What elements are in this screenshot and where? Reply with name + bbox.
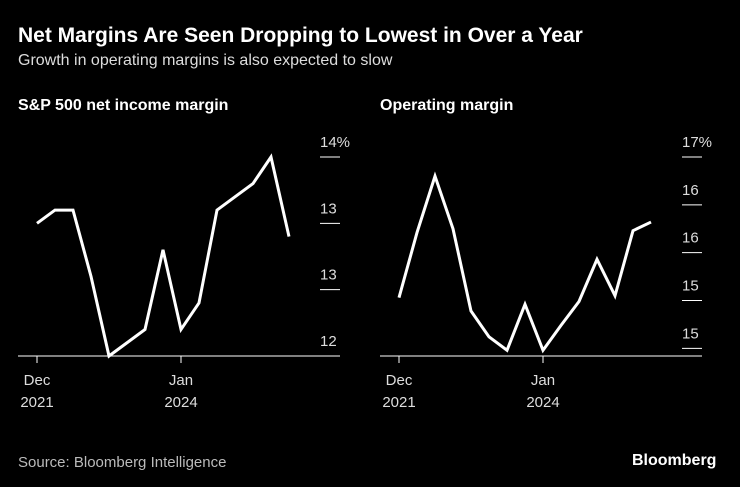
y-tick-label: 16 [682,230,699,247]
source: Source: Bloomberg Intelligence [18,454,227,471]
y-tick-label: 13 [320,200,337,217]
x-tick-label: Dec 2021 [382,372,416,411]
chart-title: Operating margin [380,97,514,114]
line [36,153,291,359]
title: Net Margins Are Seen Dropping to Lowest … [18,24,583,47]
subtitle: Growth in operating margins is also expe… [18,52,393,69]
y-tick-label: 15 [682,325,699,342]
y-tick-label: 12 [320,333,337,350]
y-tick-label: 14% [320,134,350,151]
chart-title: S&P 500 net income margin [18,97,229,114]
x-tick-label: Jan 2024 [526,372,560,411]
line [397,171,652,354]
x-tick-label: Jan 2024 [164,372,198,411]
y-tick-label: 15 [682,278,699,295]
y-tick-label: 17% [682,134,712,151]
x-tick-label: Dec 2021 [20,372,54,411]
brand: Bloomberg [632,452,717,469]
y-tick-label: 16 [682,182,699,199]
y-tick-label: 13 [320,267,337,284]
